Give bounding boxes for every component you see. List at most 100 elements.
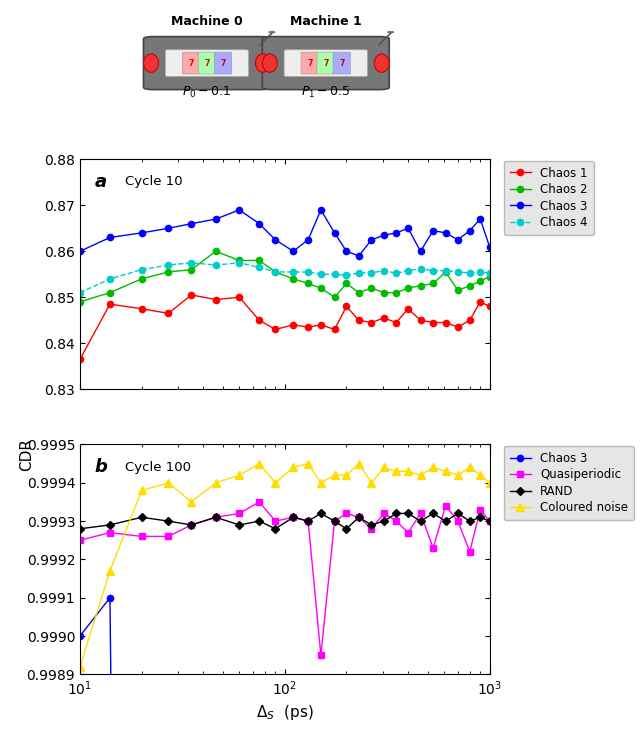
Line: Chaos 1: Chaos 1	[77, 292, 493, 362]
Chaos 4	[317, 270, 324, 279]
Chaos 2	[138, 274, 145, 283]
Text: 7: 7	[307, 59, 312, 67]
Chaos 1	[404, 304, 412, 313]
Chaos 2	[236, 256, 243, 265]
Quasiperiodic	[255, 498, 263, 507]
Chaos 3	[76, 247, 84, 256]
Chaos 3	[466, 226, 474, 235]
Chaos 1	[342, 302, 350, 311]
RAND	[138, 513, 145, 522]
Coloured noise	[76, 663, 84, 671]
Coloured noise	[454, 471, 461, 479]
Quasiperiodic	[486, 517, 493, 526]
Chaos 1	[429, 318, 437, 327]
FancyBboxPatch shape	[143, 37, 271, 89]
Quasiperiodic	[476, 505, 484, 514]
Chaos 3	[188, 219, 195, 228]
Chaos 1	[304, 323, 312, 331]
RAND	[289, 513, 297, 522]
Quasiperiodic	[355, 513, 363, 522]
Coloured noise	[380, 463, 388, 472]
RAND	[331, 517, 339, 526]
Chaos 1	[164, 309, 172, 317]
Coloured noise	[236, 471, 243, 479]
Chaos 2	[466, 281, 474, 290]
Quasiperiodic	[317, 651, 324, 660]
Coloured noise	[106, 567, 114, 575]
Chaos 1	[212, 295, 220, 304]
Chaos 4	[476, 268, 484, 276]
Chaos 2	[331, 293, 339, 302]
Chaos 1	[442, 318, 449, 327]
Chaos 3	[380, 231, 388, 240]
FancyBboxPatch shape	[301, 52, 319, 74]
Chaos 2	[255, 256, 263, 265]
Quasiperiodic	[304, 517, 312, 526]
Chaos 1	[76, 355, 84, 364]
RAND	[106, 520, 114, 529]
Chaos 1	[486, 302, 493, 311]
Ellipse shape	[262, 54, 277, 73]
Quasiperiodic	[106, 528, 114, 537]
Chaos 1	[236, 293, 243, 302]
Quasiperiodic	[466, 548, 474, 556]
Quasiperiodic	[188, 520, 195, 529]
Chaos 4	[331, 270, 339, 279]
Chaos 4	[392, 269, 400, 278]
Quasiperiodic	[367, 524, 375, 533]
Coloured noise	[188, 498, 195, 507]
Chaos 3	[355, 251, 363, 260]
Chaos 3	[138, 229, 145, 237]
Chaos 3	[331, 229, 339, 237]
RAND	[367, 520, 375, 529]
Chaos 3	[304, 235, 312, 244]
Chaos 4	[342, 270, 350, 279]
Quasiperiodic	[76, 536, 84, 545]
Chaos 4	[417, 265, 424, 273]
Line: Chaos 3: Chaos 3	[77, 207, 493, 259]
Legend: Chaos 1, Chaos 2, Chaos 3, Chaos 4: Chaos 1, Chaos 2, Chaos 3, Chaos 4	[504, 161, 594, 235]
Chaos 4	[271, 268, 279, 276]
Coloured noise	[317, 479, 324, 487]
Coloured noise	[442, 467, 449, 476]
Chaos 1	[417, 316, 424, 325]
RAND	[417, 517, 424, 526]
RAND	[466, 517, 474, 526]
Chaos 1	[466, 316, 474, 325]
Chaos 2	[380, 288, 388, 297]
RAND	[76, 524, 84, 533]
Chaos 3	[289, 247, 297, 256]
Quasiperiodic	[212, 513, 220, 522]
Chaos 2	[392, 288, 400, 297]
Chaos 3	[255, 219, 263, 228]
Chaos 4	[236, 258, 243, 267]
Chaos 4	[355, 268, 363, 277]
RAND	[486, 517, 493, 526]
Chaos 2	[342, 279, 350, 288]
FancyBboxPatch shape	[198, 52, 216, 74]
Coloured noise	[466, 463, 474, 472]
Text: b: b	[94, 458, 108, 476]
Line: Coloured noise: Coloured noise	[76, 460, 493, 671]
FancyBboxPatch shape	[262, 37, 389, 89]
Coloured noise	[212, 479, 220, 487]
Chaos 2	[476, 277, 484, 286]
Chaos 3	[317, 205, 324, 214]
Chaos 2	[271, 268, 279, 276]
Chaos 4	[486, 268, 493, 277]
Text: Cycle 10: Cycle 10	[125, 175, 182, 188]
Text: Cycle 100: Cycle 100	[125, 460, 191, 474]
Chaos 2	[164, 268, 172, 276]
Quasiperiodic	[236, 509, 243, 517]
Chaos 2	[486, 272, 493, 281]
Chaos 4	[188, 258, 195, 267]
Text: Machine 1: Machine 1	[290, 15, 362, 28]
Chaos 2	[429, 279, 437, 288]
Coloured noise	[404, 467, 412, 476]
RAND	[188, 520, 195, 529]
Chaos 2	[355, 288, 363, 297]
Coloured noise	[429, 463, 437, 472]
Chaos 2	[317, 284, 324, 292]
Coloured noise	[304, 460, 312, 468]
Chaos 2	[289, 274, 297, 283]
